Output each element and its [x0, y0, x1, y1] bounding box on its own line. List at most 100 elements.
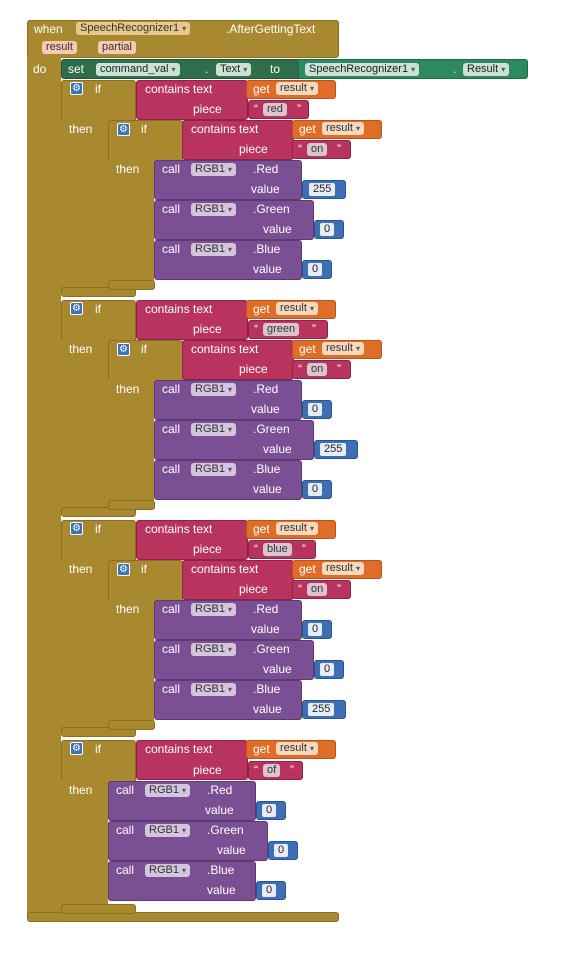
dropdown-arrow-icon: ▾ — [182, 826, 187, 835]
contains-text-block[interactable] — [182, 120, 294, 160]
number-value[interactable]: 0 — [308, 483, 323, 496]
number-value[interactable]: 0 — [262, 884, 277, 897]
get-label: get — [253, 522, 270, 536]
method-green: .Green — [253, 642, 290, 656]
set-component-dropdown[interactable]: command_val ▾ — [96, 63, 180, 76]
then-label: then — [69, 783, 93, 797]
if-block-red-footer — [61, 287, 136, 297]
call-label: call — [162, 642, 181, 656]
rgb-component-dropdown[interactable]: RGB1 ▾ — [191, 243, 237, 256]
gear-icon[interactable]: ⚙ — [70, 742, 83, 755]
contains-text-block[interactable] — [182, 340, 294, 380]
result-variable-dropdown[interactable]: result ▾ — [322, 562, 364, 575]
set-property-dropdown[interactable]: Text ▾ — [216, 63, 252, 76]
result-variable-dropdown[interactable]: result ▾ — [322, 122, 364, 135]
gear-icon[interactable]: ⚙ — [117, 563, 130, 576]
string-value[interactable]: on — [307, 583, 328, 596]
result-variable-dropdown[interactable]: result ▾ — [276, 302, 318, 315]
dropdown-arrow-icon: ▾ — [355, 344, 360, 353]
event-component-dropdown[interactable]: SpeechRecognizer1 ▾ — [76, 22, 191, 35]
then-label: then — [69, 122, 93, 136]
contains-text-label: contains text — [145, 742, 213, 756]
inner-if-spine — [108, 160, 154, 285]
contains-text-block[interactable] — [136, 740, 248, 780]
piece-label: piece — [193, 763, 222, 777]
value-label: value — [263, 222, 292, 236]
quote-close: ” — [290, 763, 294, 777]
number-value[interactable]: 0 — [308, 403, 323, 416]
value-label: value — [217, 843, 246, 857]
call-red-block[interactable] — [154, 380, 302, 420]
call-label: call — [162, 422, 181, 436]
get-label: get — [253, 742, 270, 756]
dropdown-arrow-icon: ▾ — [228, 465, 233, 474]
rgb-component-dropdown[interactable]: RGB1 ▾ — [191, 163, 237, 176]
rgb-component-dropdown[interactable]: RGB1 ▾ — [145, 864, 191, 877]
gear-icon[interactable]: ⚙ — [117, 123, 130, 136]
call-label: call — [162, 462, 181, 476]
rgb-component-dropdown[interactable]: RGB1 ▾ — [191, 603, 237, 616]
call-red-block[interactable] — [154, 160, 302, 200]
number-value[interactable]: 0 — [262, 804, 277, 817]
number-value[interactable]: 255 — [308, 703, 335, 716]
gear-icon[interactable]: ⚙ — [70, 302, 83, 315]
number-value[interactable]: 0 — [320, 663, 335, 676]
gear-icon[interactable]: ⚙ — [117, 343, 130, 356]
rgb-component-dropdown[interactable]: RGB1 ▾ — [191, 203, 237, 216]
result-variable-dropdown[interactable]: result ▾ — [276, 522, 318, 535]
string-value[interactable]: green — [263, 323, 300, 336]
rgb-component-dropdown[interactable]: RGB1 ▾ — [145, 824, 191, 837]
result-variable-dropdown[interactable]: result ▾ — [276, 82, 318, 95]
string-value[interactable]: blue — [263, 543, 292, 556]
contains-text-block[interactable] — [136, 80, 248, 120]
rgb-component-dropdown[interactable]: RGB1 ▾ — [191, 683, 237, 696]
event-footer — [27, 912, 339, 922]
number-value[interactable]: 255 — [320, 443, 347, 456]
call-label: call — [162, 682, 181, 696]
source-property-dropdown[interactable]: Result ▾ — [463, 63, 510, 76]
inner-if-spine — [108, 380, 154, 505]
piece-label: piece — [193, 322, 222, 336]
value-label: value — [263, 662, 292, 676]
result-variable-dropdown[interactable]: result ▾ — [276, 742, 318, 755]
get-label: get — [299, 122, 316, 136]
string-value[interactable]: on — [307, 363, 328, 376]
string-value[interactable]: of — [263, 764, 281, 777]
contains-text-label: contains text — [191, 342, 259, 356]
number-value[interactable]: 0 — [308, 623, 323, 636]
gear-icon[interactable]: ⚙ — [70, 522, 83, 535]
if-label: if — [141, 342, 147, 356]
rgb-component-dropdown[interactable]: RGB1 ▾ — [191, 643, 237, 656]
quote-open: “ — [298, 362, 302, 376]
value-label: value — [253, 702, 282, 716]
if-label: if — [95, 742, 101, 756]
quote-close: ” — [302, 542, 306, 556]
result-variable-dropdown[interactable]: result ▾ — [322, 342, 364, 355]
call-label: call — [162, 202, 181, 216]
rgb-component-dropdown[interactable]: RGB1 ▾ — [191, 463, 237, 476]
string-value[interactable]: red — [263, 103, 287, 116]
dropdown-arrow-icon: ▾ — [228, 645, 233, 654]
contains-text-block[interactable] — [136, 300, 248, 340]
gear-icon[interactable]: ⚙ — [70, 82, 83, 95]
rgb-component-dropdown[interactable]: RGB1 ▾ — [191, 383, 237, 396]
method-blue: .Blue — [207, 863, 235, 877]
param-partial[interactable]: partial — [98, 41, 136, 54]
contains-text-block[interactable] — [136, 520, 248, 560]
get-label: get — [299, 342, 316, 356]
if-block-red-spine — [61, 120, 108, 292]
then-label: then — [69, 342, 93, 356]
number-value[interactable]: 0 — [320, 223, 335, 236]
number-value[interactable]: 255 — [309, 183, 336, 196]
source-component-dropdown[interactable]: SpeechRecognizer1 ▾ — [305, 63, 420, 76]
rgb-component-dropdown[interactable]: RGB1 ▾ — [145, 784, 191, 797]
if-label: if — [141, 562, 147, 576]
value-label: value — [251, 622, 280, 636]
number-value[interactable]: 0 — [274, 844, 289, 857]
quote-close: ” — [297, 102, 301, 116]
rgb-component-dropdown[interactable]: RGB1 ▾ — [191, 423, 237, 436]
string-value[interactable]: on — [307, 143, 328, 156]
param-result[interactable]: result — [42, 41, 77, 54]
number-value[interactable]: 0 — [308, 263, 323, 276]
quote-open: “ — [254, 102, 258, 116]
